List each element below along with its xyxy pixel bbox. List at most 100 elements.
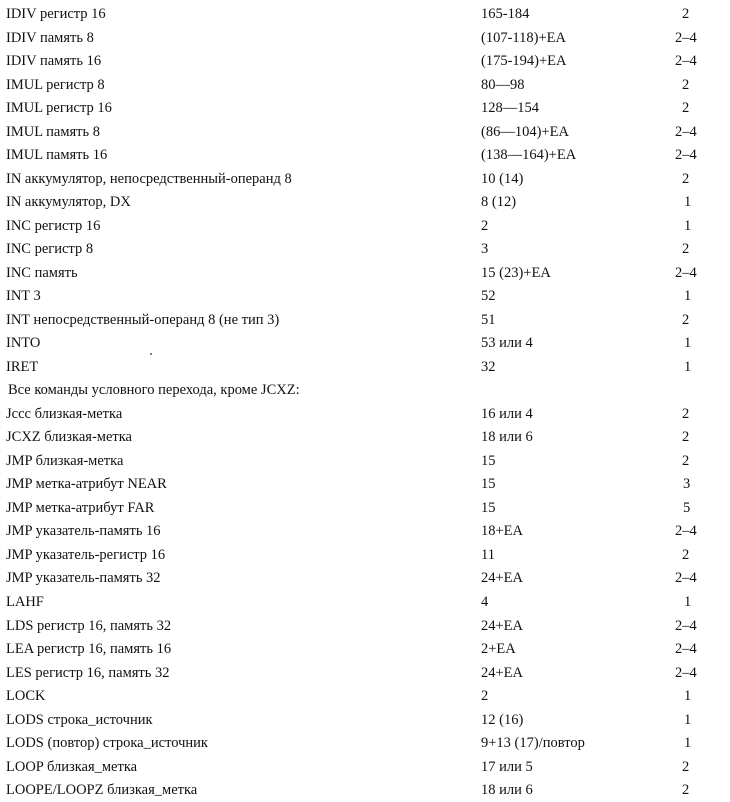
table-row: LDS регистр 16, память 32 24+EA 2–4: [0, 614, 730, 638]
instruction-cell: LDS регистр 16, память 32: [6, 617, 172, 634]
instruction-cell: INT непосредственный-операнд 8 (не тип 3…: [6, 311, 280, 328]
instruction-cell: LOOPE/LOOPZ близкая_метка: [6, 782, 198, 799]
table-row: INC регистр 16 2 1: [0, 214, 730, 238]
table-row: JMP указатель-регистр 16 11 2: [0, 543, 730, 567]
timing-cell: 16 или 4: [481, 405, 533, 422]
bytes-cell: 1: [684, 688, 692, 705]
timing-cell: 24+EA: [481, 664, 524, 681]
bytes-cell: 2: [682, 452, 690, 469]
table-row: JMP метка-атрибут FAR 15 5: [0, 496, 730, 520]
bytes-cell: 5: [683, 499, 691, 516]
instruction-cell: JMP метка-атрибут FAR: [6, 499, 155, 516]
bytes-cell: 2: [682, 429, 690, 446]
bytes-cell: 2–4: [675, 570, 697, 587]
timing-cell: 51: [481, 311, 496, 328]
table-row: LES регистр 16, память 32 24+EA 2–4: [0, 661, 730, 685]
timing-cell: 52: [481, 288, 496, 305]
timing-cell: 9+13 (17)/повтор: [481, 735, 585, 752]
bytes-cell: 1: [684, 358, 692, 375]
table-row: JMP близкая-метка 15 2: [0, 449, 730, 473]
timing-cell: 2: [481, 217, 489, 234]
table-row: Jccc близкая-метка 16 или 4 2: [0, 402, 730, 426]
instruction-cell: LOOP близкая_метка: [6, 758, 138, 775]
bytes-cell: 2: [682, 170, 690, 187]
timing-cell: 17 или 5: [481, 758, 533, 775]
table-row: IMUL память 16 (138—164)+EA 2–4: [0, 143, 730, 167]
bytes-cell: 1: [684, 335, 692, 352]
bytes-cell: 2–4: [675, 641, 697, 658]
bytes-cell: 1: [684, 735, 692, 752]
instruction-cell: JMP указатель-память 32: [6, 570, 161, 587]
instruction-cell: LES регистр 16, память 32: [6, 664, 170, 681]
table-row: LOOP близкая_метка 17 или 5 2: [0, 755, 730, 779]
bytes-cell: 2–4: [675, 264, 697, 281]
timing-cell: 18 или 6: [481, 429, 533, 446]
bytes-cell: 2: [682, 782, 690, 799]
table-row: JMP метка-атрибут NEAR 15 3: [0, 472, 730, 496]
timing-cell: 4: [481, 594, 489, 610]
timing-cell: 18+EA: [481, 523, 524, 540]
instruction-cell: INT 3: [6, 288, 41, 305]
table-row: LODS (повтор) строка_источник 9+13 (17)/п…: [0, 731, 730, 755]
table-row: IMUL память 8 (86—104)+EA 2–4: [0, 120, 730, 144]
bytes-cell: 3: [683, 476, 691, 493]
instruction-cell: IDIV регистр 16: [6, 6, 106, 22]
table-row: INT непосредственный-операнд 8 (не тип 3…: [0, 308, 730, 332]
bytes-cell: 1: [684, 711, 692, 728]
table-row: JCXZ близкая-метка 18 или 6 2: [0, 425, 730, 449]
bytes-cell: 2–4: [675, 147, 697, 164]
table-row: IDIV память 16 (175-194)+EA 2–4: [0, 49, 730, 73]
timing-cell: (86—104)+EA: [481, 123, 569, 140]
bytes-cell: 2–4: [675, 664, 697, 681]
bytes-cell: 2: [682, 311, 690, 328]
section-note: Все команды условного перехода, кроме JC…: [0, 378, 730, 402]
bytes-cell: 1: [684, 194, 692, 211]
instruction-cell: LODS (повтор) строка_источник: [6, 735, 208, 752]
timing-cell: 11: [481, 546, 495, 563]
instruction-cell: LOCK: [6, 688, 46, 705]
instruction-cell: LAHF: [6, 594, 44, 610]
instruction-cell: IMUL регистр 8: [6, 76, 105, 93]
bytes-cell: 2: [682, 405, 690, 422]
table-row: IDIV регистр 16 165-184 2: [0, 2, 730, 26]
timing-cell: 128—154: [481, 100, 539, 117]
bytes-cell: 1: [684, 288, 692, 305]
timing-cell: (138—164)+EA: [481, 147, 577, 164]
timing-cell: 15: [481, 499, 496, 516]
table-row: JMP указатель-память 16 18+EA 2–4: [0, 519, 730, 543]
table-row: IDIV память 8 (107-118)+EA 2–4: [0, 26, 730, 50]
table-row: IRET 32 1: [0, 355, 730, 379]
timing-cell: 8 (12): [481, 194, 517, 211]
timing-cell: 3: [481, 241, 489, 258]
timing-cell: 165-184: [481, 6, 530, 22]
bytes-cell: 2: [682, 76, 690, 93]
table-row: INTO 53 или 4 1: [0, 331, 730, 355]
instruction-cell: IN аккумулятор, DX: [6, 194, 131, 211]
bytes-cell: 2–4: [675, 53, 697, 70]
bytes-cell: 1: [684, 217, 692, 234]
timing-cell: 2+EA: [481, 641, 516, 658]
table-row: LODS строка_источник 12 (16) 1: [0, 708, 730, 732]
timing-cell: 24+EA: [481, 617, 524, 634]
instruction-cell: IRET: [6, 358, 39, 375]
instruction-cell: IMUL память 8: [6, 123, 101, 140]
timing-cell: 2: [481, 688, 489, 705]
instruction-cell: IN аккумулятор, непосредственный-операнд…: [6, 170, 292, 187]
table-row: JMP указатель-память 32 24+EA 2–4: [0, 566, 730, 590]
instruction-cell: INC регистр 8: [6, 241, 94, 258]
table-row: INC регистр 8 3 2: [0, 237, 730, 261]
instruction-cell: IDIV память 16: [6, 53, 102, 70]
instruction-cell: JCXZ близкая-метка: [6, 429, 132, 446]
timing-cell: 15: [481, 476, 496, 493]
instruction-cell: Jccc близкая-метка: [6, 405, 123, 422]
timing-cell: 12 (16): [481, 711, 524, 728]
bytes-cell: 2–4: [675, 29, 697, 46]
bytes-cell: 2: [682, 100, 690, 117]
instruction-cell: Все команды условного перехода, кроме JC…: [8, 382, 300, 399]
table-row: IN аккумулятор, DX 8 (12) 1: [0, 190, 730, 214]
bytes-cell: 2–4: [675, 123, 697, 140]
instruction-cell: INC память: [6, 264, 78, 281]
table-row: LOCK 2 1: [0, 684, 730, 708]
bytes-cell: 1: [684, 594, 692, 610]
